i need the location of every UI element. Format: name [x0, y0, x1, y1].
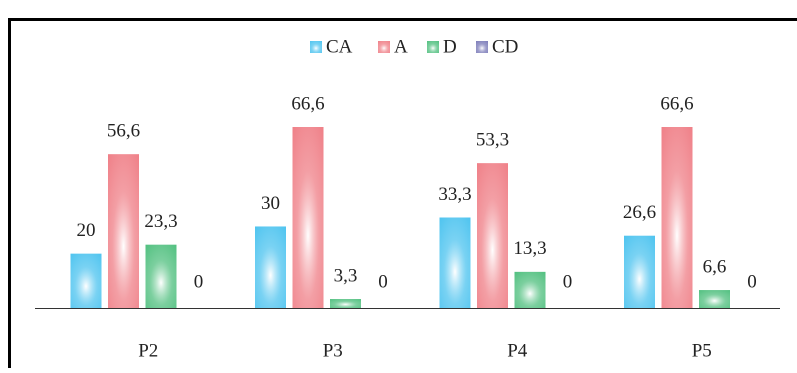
- bar: [108, 154, 139, 308]
- legend-swatch: [310, 41, 322, 53]
- value-label: 0: [194, 271, 204, 292]
- legend-swatch: [427, 41, 439, 53]
- legend-label: D: [443, 36, 457, 57]
- bar: [699, 290, 730, 308]
- value-label: 66,6: [660, 93, 693, 114]
- value-label: 0: [747, 271, 757, 292]
- value-label: 26,6: [623, 202, 656, 223]
- value-label: 53,3: [476, 130, 509, 151]
- legend-label: A: [394, 36, 408, 57]
- x-tick-label: P2: [138, 340, 158, 361]
- value-label: 30: [261, 193, 280, 214]
- x-tick-label: P3: [323, 340, 343, 361]
- bar: [330, 299, 361, 308]
- value-label: 0: [378, 271, 388, 292]
- value-label: 33,3: [438, 184, 471, 205]
- x-tick-label: P5: [692, 340, 712, 361]
- bar: [255, 226, 286, 308]
- legend-swatch: [378, 41, 390, 53]
- value-label: 20: [77, 220, 96, 241]
- x-tick-label: P4: [507, 340, 528, 361]
- bar: [624, 236, 655, 308]
- legend-label: CD: [492, 36, 518, 57]
- value-label: 66,6: [291, 93, 324, 114]
- bar: [662, 127, 693, 308]
- value-label: 6,6: [703, 256, 727, 277]
- bar: [440, 218, 471, 309]
- value-label: 0: [563, 271, 573, 292]
- bar: [71, 254, 102, 308]
- bar: [146, 245, 177, 308]
- bar: [477, 163, 508, 308]
- legend-swatch: [476, 41, 488, 53]
- bar: [293, 127, 324, 308]
- value-label: 56,6: [107, 121, 140, 142]
- bar: [515, 272, 546, 308]
- value-label: 13,3: [513, 238, 546, 259]
- value-label: 23,3: [144, 211, 177, 232]
- value-label: 3,3: [334, 265, 358, 286]
- legend-label: CA: [326, 36, 353, 57]
